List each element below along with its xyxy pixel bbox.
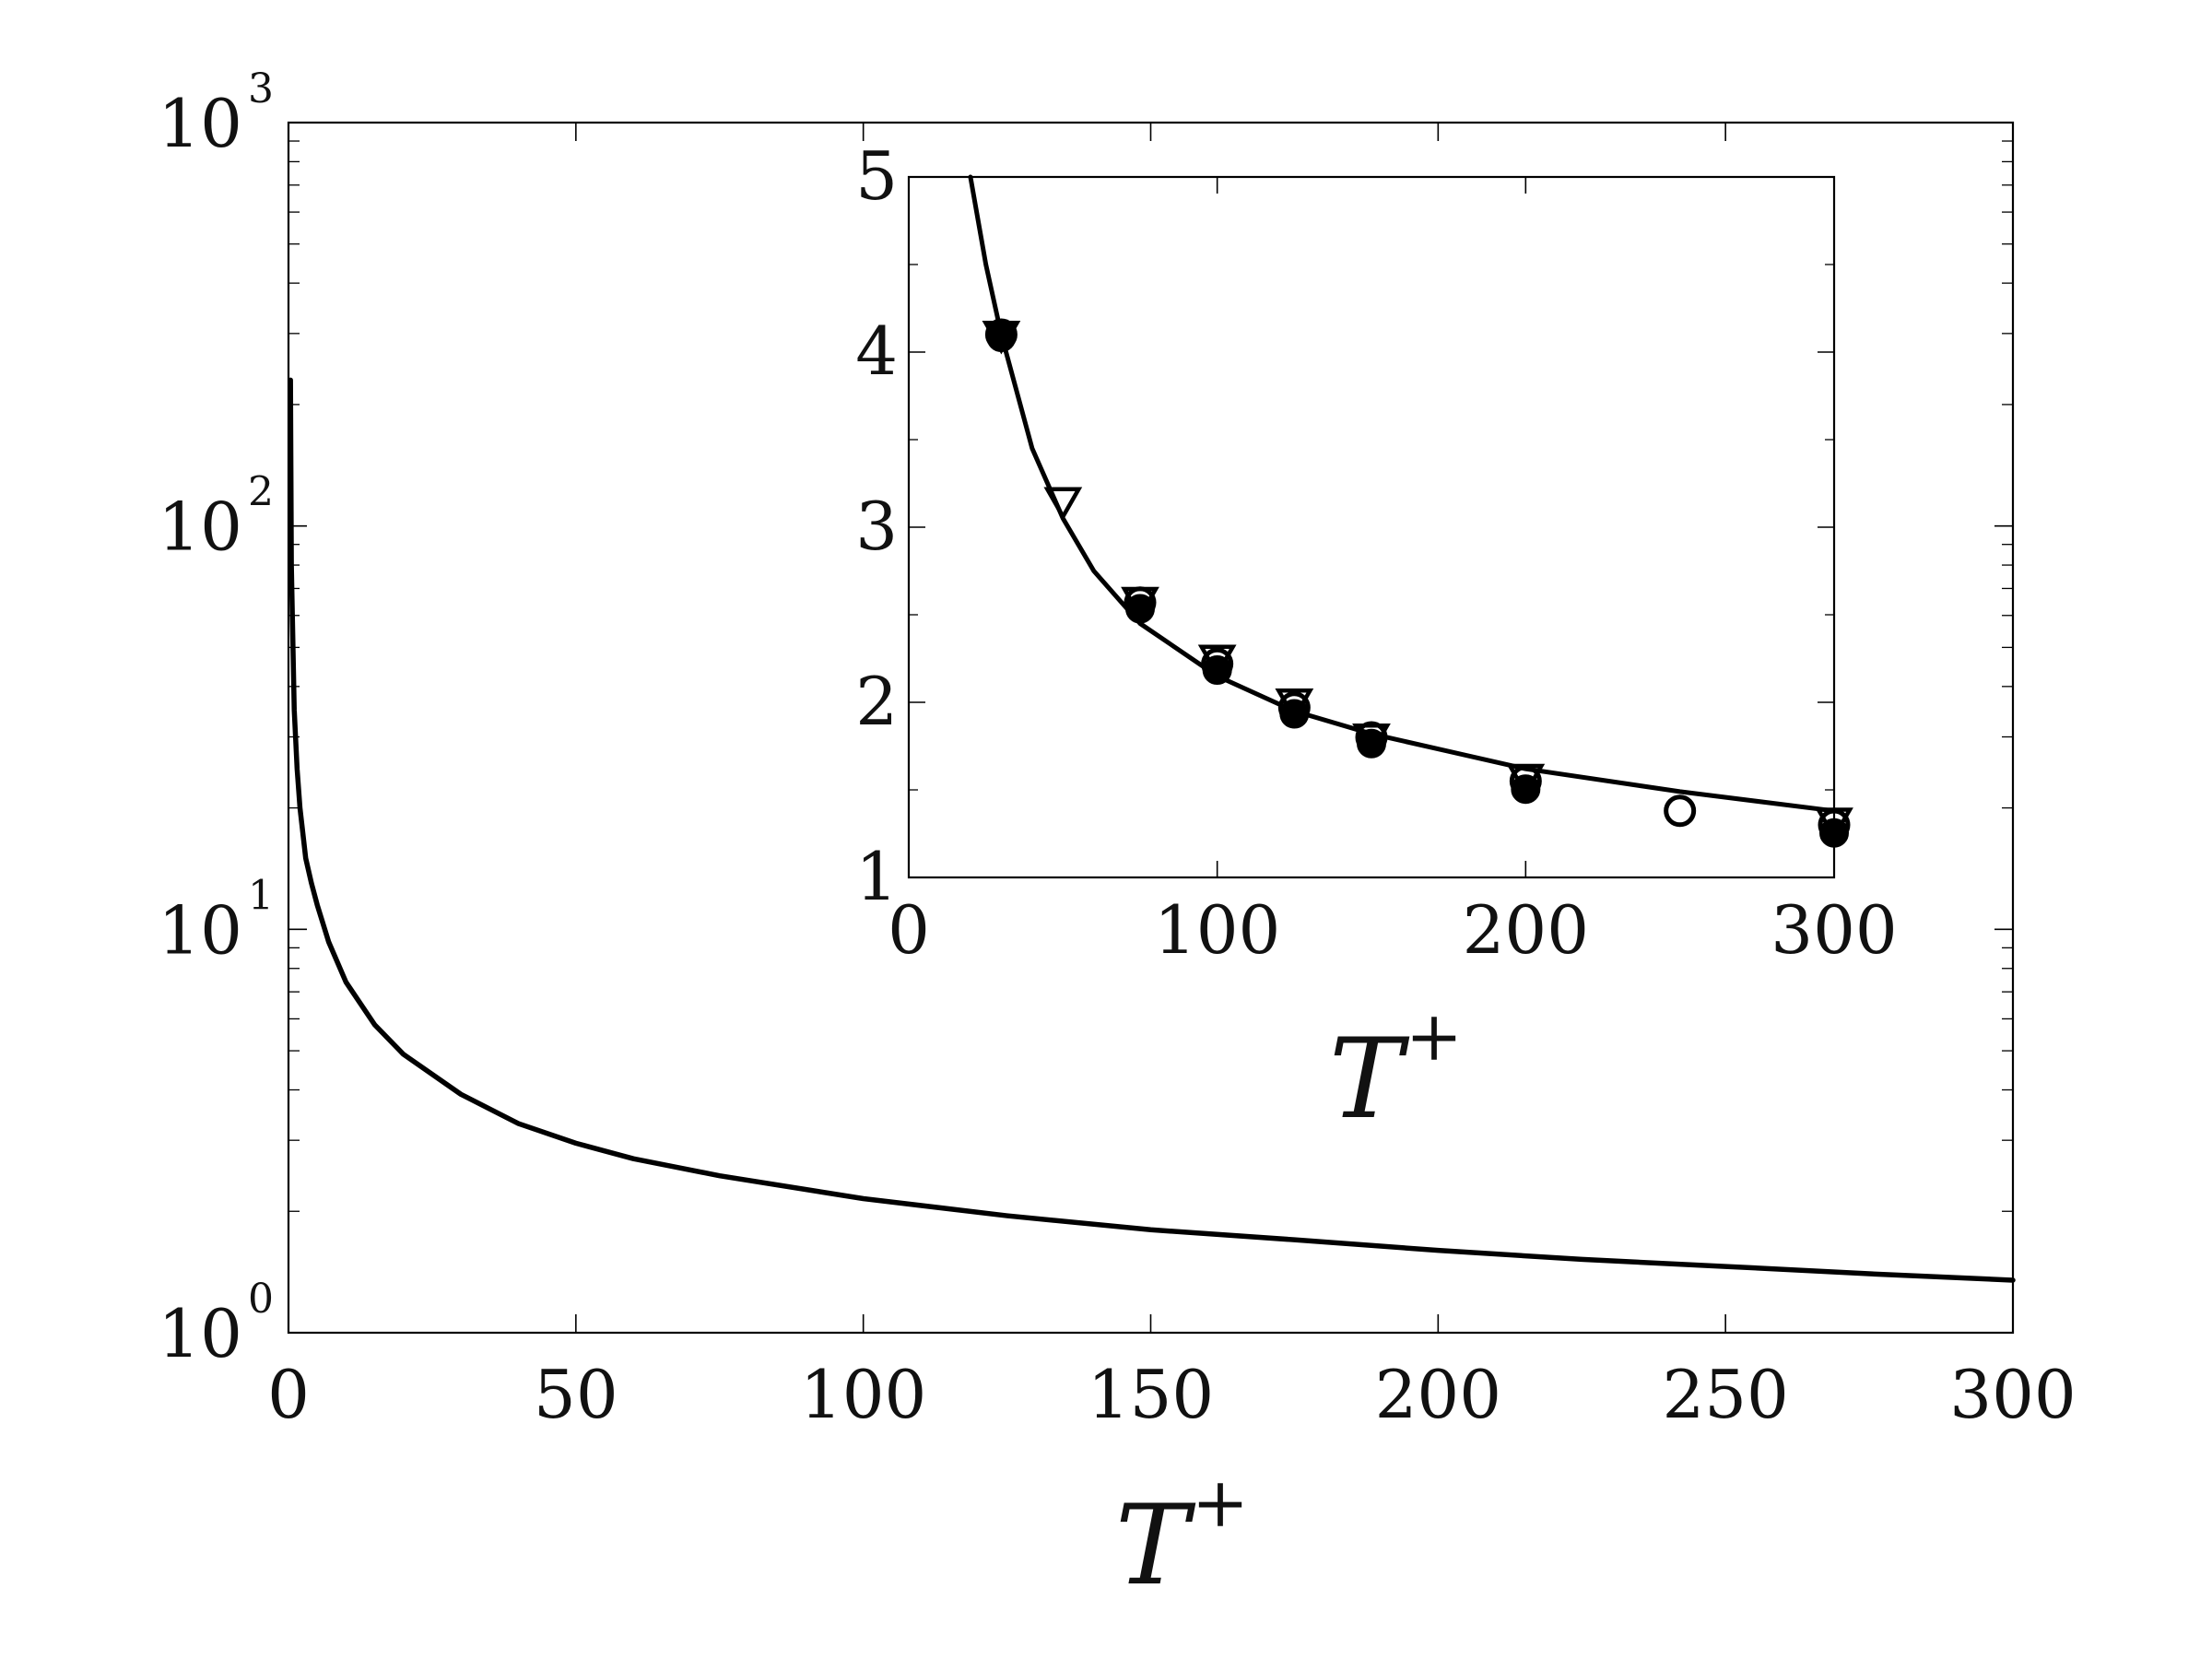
y-tick-label-exponent: 1 [248,872,274,919]
y-tick-label-base: 10 [158,488,242,566]
y-tick-label-exponent: 0 [248,1276,274,1323]
x-axis-title: T [1329,1016,1410,1144]
x-tick-label: 200 [1375,1356,1501,1433]
x-tick-label: 300 [1949,1356,2076,1433]
y-tick-label-exponent: 3 [248,65,274,112]
y-tick-label: 5 [855,137,898,215]
data-point-open-triangle [1352,724,1391,758]
x-tick-label: 100 [1154,891,1280,969]
series-open-triangle-down [982,321,1853,841]
x-tick-label: 300 [1771,891,1897,969]
y-tick-label: 1 [855,838,898,915]
data-point-open-triangle [1197,644,1237,679]
x-axis-title: T [1115,1482,1196,1610]
x-tick-label: 0 [888,891,930,969]
y-tick-label-base: 10 [158,85,242,162]
x-tick-label: 100 [800,1356,926,1433]
y-tick-label-exponent: 2 [248,469,274,516]
x-tick-label: 0 [267,1356,310,1433]
series-solid-line [288,377,2016,1283]
x-axis-title-superscript: + [1406,997,1463,1077]
series-line [288,377,2016,1283]
data-point-open-circle [1664,794,1697,828]
data-point-open-triangle [1815,807,1853,841]
data-point-open-triangle [1121,586,1159,621]
x-tick-label: 250 [1662,1356,1788,1433]
y-tick-label: 2 [855,663,898,740]
y-tick-label-base: 10 [158,1295,242,1372]
data-point-open-triangle [1043,487,1083,522]
inset-plot: 0 100 200 300 1 2 3 4 5 T + [855,137,1898,1144]
x-axis-title-superscript: + [1192,1464,1249,1543]
x-tick-label: 50 [534,1356,618,1433]
y-tick-label-base: 10 [158,891,242,969]
x-tick-label: 150 [1088,1356,1214,1433]
data-point-open-triangle [982,321,1021,355]
data-point-open-triangle [1275,688,1314,723]
data-point-open-triangle [1506,763,1546,798]
y-tick-label: 3 [855,488,898,565]
x-tick-label: 200 [1463,891,1589,969]
y-tick-label: 4 [855,312,898,390]
